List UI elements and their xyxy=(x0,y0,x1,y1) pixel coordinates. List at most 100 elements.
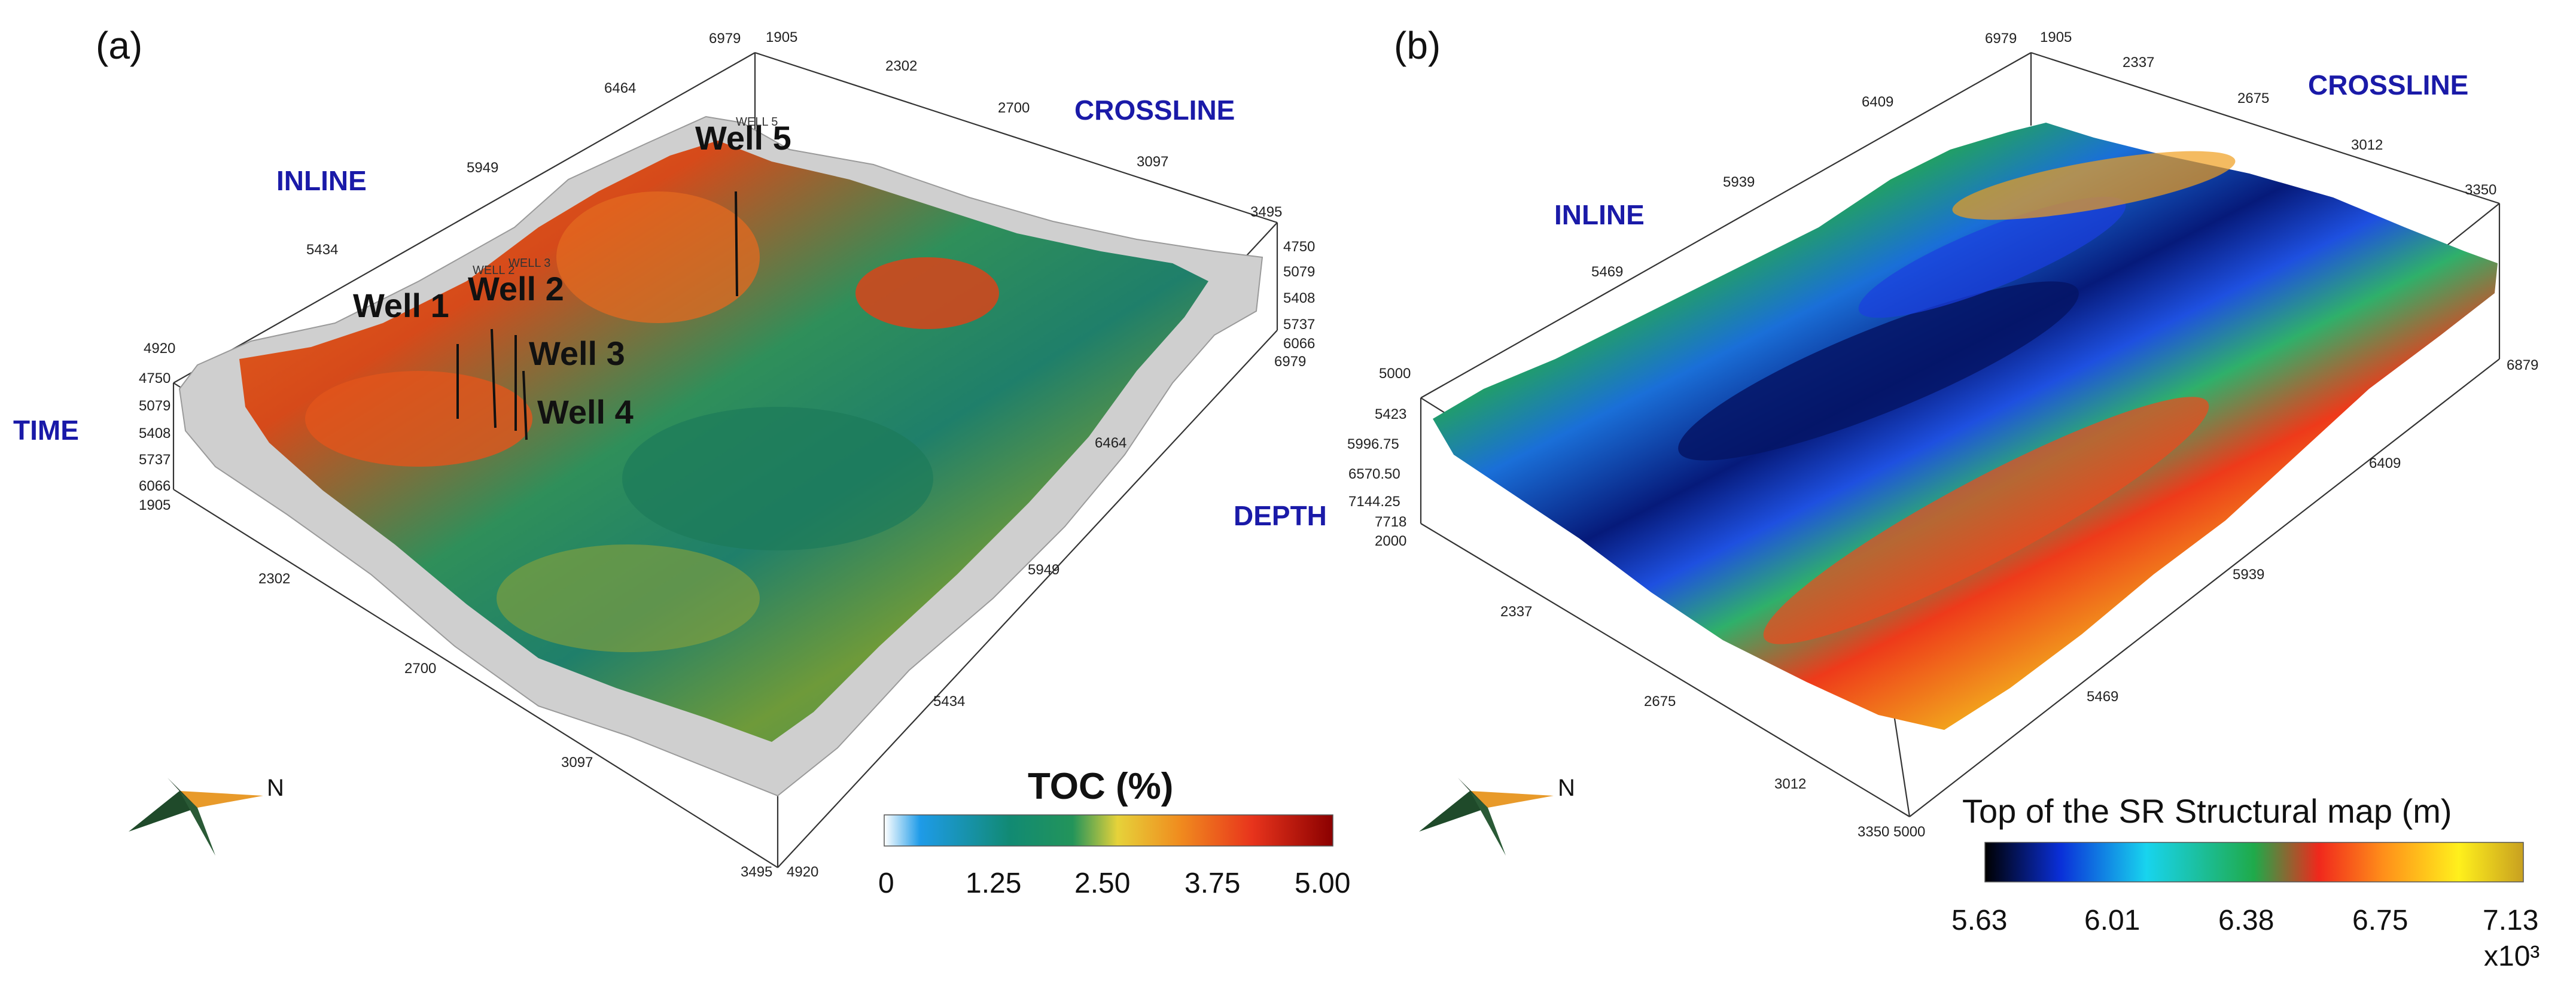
panel-b-inline-ticks-top: 6979 6409 5939 5469 5000 xyxy=(1379,31,2017,382)
colorbar-tick: 2.50 xyxy=(1074,868,1130,899)
tick-label: 5469 xyxy=(2087,689,2118,705)
tick-label: 5434 xyxy=(306,242,338,258)
tick-label: 2302 xyxy=(258,571,290,587)
panel-a-green-valley xyxy=(622,407,933,550)
tick-label: 2302 xyxy=(885,58,917,74)
panel-b-colorbar-ramp xyxy=(1984,842,2524,882)
tick-label: 6979 xyxy=(1274,354,1306,370)
panel-a-inline-ticks-bottom: 6464 5949 5434 4920 xyxy=(787,435,1126,880)
colorbar-tick: 5.63 xyxy=(1951,905,2007,936)
tick-label: 7718 xyxy=(1375,514,1406,530)
panel-a-crossline-axis-title: CROSSLINE xyxy=(1074,95,1235,126)
tick-label: 6570.50 xyxy=(1348,466,1400,482)
colorbar-tick: 6.38 xyxy=(2218,905,2274,936)
colorbar-tick: 3.75 xyxy=(1185,868,1240,899)
tick-label: 5949 xyxy=(1028,562,1059,578)
panel-a-red-patch xyxy=(855,257,999,329)
panel-b-letter: (b) xyxy=(1394,24,1441,67)
tick-label: 6464 xyxy=(604,80,636,96)
tick-label: 5737 xyxy=(1283,317,1315,333)
tick-label: 3097 xyxy=(561,754,593,771)
panel-a-wells: Well 1 Well 2 WELL 2 Well 3 WELL 3 Well … xyxy=(353,115,791,440)
tick-label: 5939 xyxy=(1723,174,1755,190)
panel-a-colorbar-title: TOC (%) xyxy=(1028,766,1173,807)
tick-label: 5079 xyxy=(139,398,170,414)
panel-a-crossline-ticks-bottom: 2302 2700 3097 3495 xyxy=(258,571,772,880)
tick-label: 2700 xyxy=(404,661,436,677)
tick-label: 6464 xyxy=(1095,435,1126,451)
tick-label: 5000 xyxy=(1379,366,1411,382)
tick-label: 5423 xyxy=(1375,406,1406,422)
panel-b-crossline-ticks-bottom: 2337 2675 3012 3350 xyxy=(1500,604,1889,840)
compass-arm-icon xyxy=(168,778,197,808)
well-4-label: Well 4 xyxy=(537,393,634,431)
tick-label: 5079 xyxy=(1283,264,1315,280)
tick-label: 4920 xyxy=(787,864,818,880)
tick-label: 6979 xyxy=(709,31,741,47)
panel-a-time-axis-title: TIME xyxy=(13,415,79,446)
well-5-label: Well 5 xyxy=(695,119,791,157)
tick-label: 5996.75 xyxy=(1347,436,1399,452)
panel-b-depth-axis-title: DEPTH xyxy=(1234,500,1327,531)
panel-a-colorbar: TOC (%) 0 1.25 2.50 3.75 5.00 xyxy=(878,766,1350,899)
panel-a-letter: (a) xyxy=(96,24,142,67)
tick-label: 1905 xyxy=(766,29,797,45)
panel-b-crossline-axis-title: CROSSLINE xyxy=(2308,69,2468,101)
tick-label: 1905 xyxy=(2040,29,2072,45)
panel-a-inline-ticks-top: 6979 6464 5949 5434 4920 xyxy=(144,31,741,357)
compass-arm-icon xyxy=(129,791,197,832)
tick-label: 6879 xyxy=(2507,357,2538,373)
panel-a-inline-axis-title: INLINE xyxy=(276,165,367,196)
tick-label: 4750 xyxy=(139,370,170,387)
well-5-trace xyxy=(735,191,738,297)
tick-label: 3495 xyxy=(1250,204,1282,220)
tick-label: 5408 xyxy=(139,425,170,442)
panel-b: (b) 1905 2337 2675 3012 3350 6979 6 xyxy=(1234,24,2540,972)
well-2-trace xyxy=(491,328,497,428)
panel-a-yellow-patch xyxy=(497,544,760,652)
panel-b-inline-axis-title: INLINE xyxy=(1554,199,1645,230)
compass-arm-icon xyxy=(179,791,215,856)
tick-label: 6409 xyxy=(1862,94,1893,110)
tick-label: 3350 xyxy=(2465,182,2496,198)
tick-label: 2337 xyxy=(1500,604,1532,620)
tick-label: 3350 xyxy=(1858,824,1889,840)
well-2-tag: WELL 2 xyxy=(473,264,514,277)
panel-a-time-ticks-right: 4750 5079 5408 5737 6066 6979 xyxy=(1274,239,1315,370)
panel-b-depth-ticks: 5423 5996.75 6570.50 7144.25 7718 2000 xyxy=(1347,406,1406,549)
colorbar-tick: 7.13 xyxy=(2483,905,2538,936)
panel-b-orange-ridge xyxy=(1952,151,2236,220)
panel-b-deep-trough xyxy=(1678,281,2079,461)
tick-label: 2675 xyxy=(1644,693,1676,710)
tick-label: 5949 xyxy=(467,160,498,176)
panel-b-colorbar: Top of the SR Structural map (m) 5.63 6.… xyxy=(1951,792,2540,972)
panel-a: (a) 1905 2302 2700 3097 3495 xyxy=(13,24,1350,899)
tick-label: 6066 xyxy=(139,478,170,494)
colorbar-tick: 5.00 xyxy=(1295,868,1350,899)
panel-b-colorbar-title: Top of the SR Structural map (m) xyxy=(1962,792,2452,830)
tick-label: 6979 xyxy=(1985,31,2017,47)
colorbar-exponent: x10³ xyxy=(2484,941,2540,972)
colorbar-tick: 6.75 xyxy=(2352,905,2408,936)
tick-label: 3012 xyxy=(2351,137,2383,153)
compass-arm-icon xyxy=(1470,791,1506,856)
well-3-label: Well 3 xyxy=(529,334,625,372)
tick-label: 5469 xyxy=(1591,264,1623,280)
panel-b-blue-band xyxy=(1858,196,2126,318)
tick-label: 3012 xyxy=(1774,776,1806,792)
panel-a-orange-ridge xyxy=(305,371,532,467)
well-1-label: Well 1 xyxy=(353,287,449,324)
panel-a-time-ticks: 4750 5079 5408 5737 6066 1905 xyxy=(139,370,170,513)
tick-label: 4920 xyxy=(144,340,175,357)
tick-label: 5000 xyxy=(1893,824,1925,840)
tick-label: 5434 xyxy=(933,693,965,710)
panel-b-depth-surface xyxy=(1433,123,2498,730)
compass-north-arm-icon xyxy=(1470,791,1554,808)
panel-b-north-label: N xyxy=(1558,775,1575,801)
panel-b-crossline-ticks-top: 1905 2337 2675 3012 3350 xyxy=(2040,29,2496,198)
tick-label: 5737 xyxy=(139,452,170,468)
compass-north-arm-icon xyxy=(179,791,263,808)
tick-label: 3495 xyxy=(741,864,772,880)
tick-label: 2337 xyxy=(2123,54,2154,71)
